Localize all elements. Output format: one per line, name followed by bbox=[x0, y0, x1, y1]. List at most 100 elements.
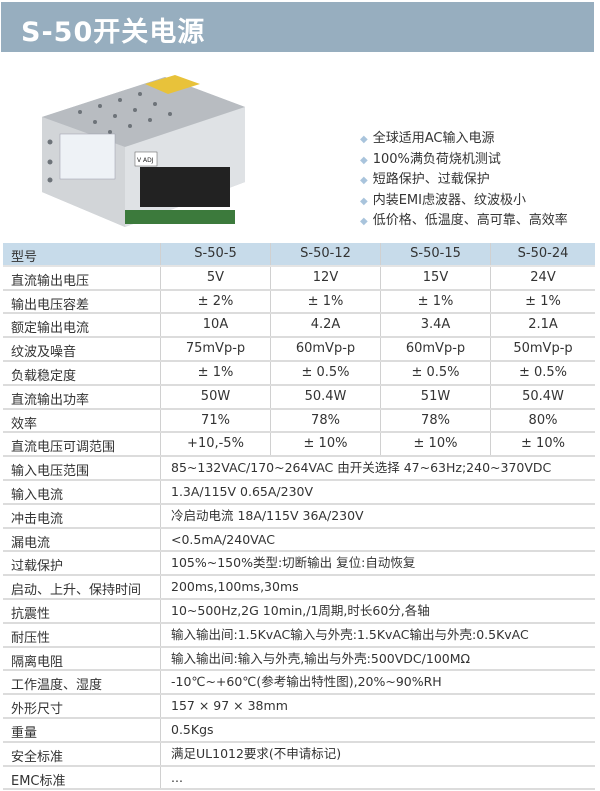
row-label: 负载稳定度 bbox=[11, 368, 77, 384]
cell-value: ± 0.5% bbox=[490, 361, 595, 384]
page-title: S-50开关电源 bbox=[21, 17, 206, 48]
table-row: 外形尺寸 157 × 97 × 38mm bbox=[3, 695, 595, 719]
table-row: 工作温度、湿度 -10℃~+60℃(参考输出特性图),20%~90%RH bbox=[3, 671, 595, 696]
diamond-bullet-icon: ◆ bbox=[360, 216, 368, 227]
feature-list: ◆ 全球适用AC输入电源 ◆ 100%满负荷烧机测试 ◆ 短路保护、过载保护 ◆ 内装EMI虑… bbox=[360, 129, 568, 232]
row-value: 200ms,100ms,30ms bbox=[160, 576, 299, 598]
cell-value: S-50-12 bbox=[270, 243, 380, 265]
cell-value: ± 1% bbox=[380, 290, 490, 313]
cell-value: 12V bbox=[270, 266, 380, 289]
cell-value: ± 0.5% bbox=[270, 361, 380, 384]
diamond-bullet-icon: ◆ bbox=[360, 195, 368, 207]
cell-value: 60mVp-p bbox=[380, 338, 490, 360]
cell-value: ± 0.5% bbox=[380, 361, 490, 384]
feature-item: ◆ 短路保护、过载保护 bbox=[360, 170, 568, 191]
row-label: 冲击电流 bbox=[11, 511, 64, 527]
cell-value: 78% bbox=[270, 409, 380, 432]
row-value: 1.3A/115V 0.65A/230V bbox=[160, 480, 313, 503]
feature-text: 低价格、低温度、高可靠、高效率 bbox=[372, 213, 568, 228]
table-row: 冲击电流 冷启动电流 18A/115V 36A/230V bbox=[3, 504, 595, 529]
table-row: EMC标准... bbox=[3, 766, 595, 791]
product-photo: V ADJ bbox=[42, 75, 245, 227]
cell-value: 50.4W bbox=[490, 385, 595, 408]
table-row: 重量 0.5Kgs bbox=[3, 718, 595, 743]
feature-text: 内装EMI虑波器、纹波极小 bbox=[372, 192, 526, 208]
row-value: 157 × 97 × 38mm bbox=[160, 695, 288, 717]
cell-value: S-50-15 bbox=[380, 243, 490, 265]
cell-value: 51W bbox=[380, 385, 490, 408]
row-label: EMC标准 bbox=[11, 773, 66, 789]
table-header-row: 型号 S-50-5 S-50-12 S-50-15 S-50-24 bbox=[3, 243, 595, 267]
row-value: 10~500Hz,2G 10min,/1周期,时长60分,各轴 bbox=[160, 599, 430, 622]
cell-value: 71% bbox=[160, 409, 270, 432]
diamond-bullet-icon: ◆ bbox=[360, 134, 368, 145]
row-value: ... bbox=[160, 766, 183, 789]
feature-item: ◆ 内装EMI虑波器、纹波极小 bbox=[360, 191, 568, 212]
table-row: 直流输出功率 50W 50.4W 51W 50.4W bbox=[3, 385, 595, 410]
cell-value: +10,-5% bbox=[160, 433, 270, 456]
row-label: 直流输出电压 bbox=[11, 273, 90, 289]
row-label: 耐压性 bbox=[11, 630, 51, 646]
cell-value: ± 2% bbox=[160, 290, 270, 313]
table-row: 过载保护 105%~150%类型:切断输出 复位:自动恢复 bbox=[3, 552, 595, 577]
table-row: 输出电压容差 ± 2% ± 1% ± 1% ± 1% bbox=[3, 290, 595, 315]
feature-text: 短路保护、过载保护 bbox=[372, 172, 490, 187]
cell-value: ± 10% bbox=[490, 433, 595, 456]
row-label: 效率 bbox=[11, 416, 38, 432]
row-label: 安全标准 bbox=[11, 749, 64, 765]
row-label: 外形尺寸 bbox=[11, 702, 64, 718]
table-row: 漏电流 <0.5mA/240VAC bbox=[3, 528, 595, 553]
cell-value: ± 10% bbox=[380, 433, 490, 456]
row-label: 抗震性 bbox=[11, 606, 51, 622]
row-label: 纹波及噪音 bbox=[11, 345, 77, 361]
cell-value: ± 1% bbox=[270, 290, 380, 313]
row-value: <0.5mA/240VAC bbox=[160, 528, 275, 551]
cell-value: ± 1% bbox=[160, 361, 270, 384]
table-row: 输入电压范围 85~132VAC/170~264VAC 由开关选择 47~63Hz… bbox=[3, 457, 595, 481]
table-row: 效率 71% 78% 78% 80% bbox=[3, 409, 595, 434]
cell-value: 60mVp-p bbox=[270, 338, 380, 360]
cell-value: 2.1A bbox=[490, 314, 595, 337]
cell-value: 24V bbox=[490, 266, 595, 289]
feature-text: 100%满负荷烧机测试 bbox=[372, 151, 501, 167]
table-row: 直流电压可调范围 +10,-5% ± 10% ± 10% ± 10% bbox=[3, 433, 595, 458]
row-label: 额定输出电流 bbox=[11, 321, 90, 337]
table-row: 输入电流 1.3A/115V 0.65A/230V bbox=[3, 480, 595, 505]
row-label: 输入电流 bbox=[11, 487, 64, 503]
title-bar: S-50开关电源 bbox=[1, 2, 594, 52]
row-label: 过载保护 bbox=[11, 559, 64, 575]
cell-value: ± 1% bbox=[490, 290, 595, 313]
table-row: 纹波及噪音 75mVp-p 60mVp-p 60mVp-p 50mVp-p bbox=[3, 338, 595, 362]
cell-value: 15V bbox=[380, 266, 490, 289]
row-label: 输出电压容差 bbox=[11, 297, 90, 313]
table-row: 抗震性 10~500Hz,2G 10min,/1周期,时长60分,各轴 bbox=[3, 599, 595, 624]
cell-value: S-50-24 bbox=[490, 243, 595, 265]
row-label: 直流电压可调范围 bbox=[11, 440, 116, 456]
feature-item: ◆ 全球适用AC输入电源 bbox=[360, 129, 568, 150]
spec-table: 型号 S-50-5 S-50-12 S-50-15 S-50-24 直流输出电压 5V 12V… bbox=[3, 243, 595, 791]
row-value: 冷启动电流 18A/115V 36A/230V bbox=[160, 504, 364, 527]
row-value: 105%~150%类型:切断输出 复位:自动恢复 bbox=[160, 552, 415, 575]
row-label: 工作温度、湿度 bbox=[11, 678, 103, 694]
row-value: 0.5Kgs bbox=[160, 718, 214, 741]
feature-text: 全球适用AC输入电源 bbox=[372, 131, 495, 146]
cell-value: 4.2A bbox=[270, 314, 380, 337]
cell-value: 78% bbox=[380, 409, 490, 432]
cell-value: 3.4A bbox=[380, 314, 490, 337]
row-value: 85~132VAC/170~264VAC 由开关选择 47~63Hz;240~3… bbox=[160, 457, 551, 479]
table-row: 启动、上升、保持时间 200ms,100ms,30ms bbox=[3, 576, 595, 600]
cell-value: 75mVp-p bbox=[160, 338, 270, 360]
cell-value: 80% bbox=[490, 409, 595, 432]
table-row: 耐压性 输入输出间:1.5KvAC输入与外壳:1.5KvAC输出与外壳:0.5Kv… bbox=[3, 623, 595, 648]
table-row: 隔离电阻 输入输出间:输入与外壳,输出与外壳:500VDC/100MΩ bbox=[3, 647, 595, 672]
cell-value: 50W bbox=[160, 385, 270, 408]
row-label: 直流输出功率 bbox=[11, 392, 90, 408]
table-row: 安全标准 满足UL1012要求(不申请标记) bbox=[3, 742, 595, 767]
cell-value: S-50-5 bbox=[160, 243, 270, 265]
feature-item: ◆ 低价格、低温度、高可靠、高效率 bbox=[360, 211, 568, 232]
feature-item: ◆ 100%满负荷烧机测试 bbox=[360, 150, 568, 171]
row-label: 重量 bbox=[11, 725, 38, 741]
cell-value: ± 10% bbox=[270, 433, 380, 456]
row-value: 输入输出间:1.5KvAC输入与外壳:1.5KvAC输出与外壳:0.5KvAC bbox=[160, 623, 529, 646]
row-label: 隔离电阻 bbox=[11, 654, 64, 670]
